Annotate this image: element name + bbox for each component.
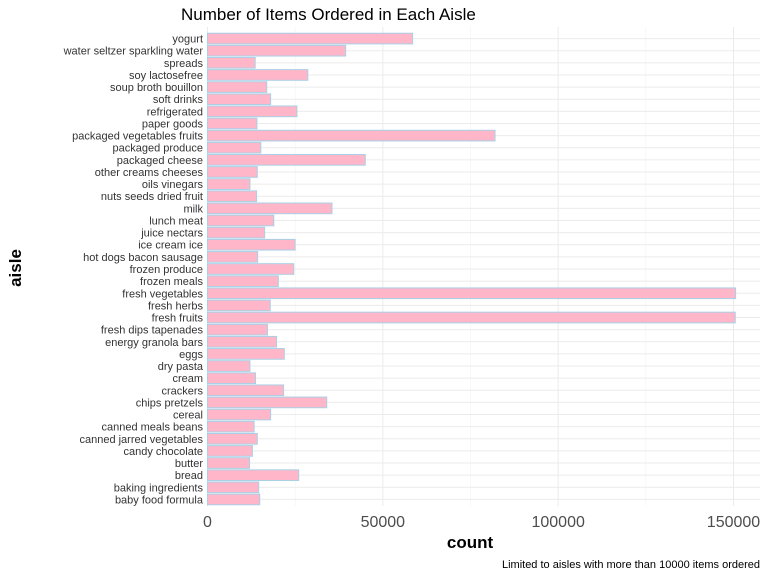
bar-fresh-vegetables [207, 287, 737, 300]
bar-spreads [207, 56, 256, 69]
x-tick-label: 0 [203, 514, 212, 531]
bar-ice-cream-ice [207, 238, 296, 251]
bar-refrigerated [207, 105, 298, 118]
bar-packaged-vegetables-fruits [207, 129, 496, 142]
bar-fresh-herbs [207, 299, 271, 312]
category-label: juice nectars [140, 228, 203, 240]
category-label: canned meals beans [101, 422, 203, 434]
category-label: soup broth bouillon [110, 82, 203, 94]
category-label: fresh dips tapenades [101, 325, 204, 337]
category-label: nuts seeds dried fruit [101, 191, 203, 203]
category-label: fresh vegetables [122, 288, 203, 300]
bar-packaged-produce [207, 141, 262, 154]
category-label: yogurt [172, 34, 203, 46]
chart-caption: Limited to aisles with more than 10000 i… [502, 559, 760, 571]
bar-cereal [207, 408, 272, 421]
bar-juice-nectars [207, 226, 266, 239]
bar-packaged-cheese [207, 154, 366, 166]
bar-nuts-seeds-dried-fruit [207, 190, 258, 203]
category-label: energy granola bars [105, 337, 203, 349]
bar-soft-drinks [207, 93, 272, 106]
category-label: chips pretzels [136, 397, 204, 409]
bar-yogurt [207, 32, 414, 45]
y-axis-title: aisle [6, 249, 25, 287]
category-label: packaged cheese [117, 155, 203, 167]
category-label: water seltzer sparkling water [63, 46, 204, 58]
category-label: ice cream ice [138, 240, 203, 252]
bar-frozen-meals [207, 275, 279, 287]
bar-oils-vinegars [207, 178, 251, 190]
category-label: soy lactosefree [129, 70, 203, 82]
x-axis-title: count [447, 533, 494, 552]
bar-water-seltzer-sparkling-water [207, 44, 347, 57]
bar-fresh-dips-tapenades [207, 323, 268, 336]
category-label: frozen meals [140, 276, 203, 288]
category-label: frozen produce [130, 264, 203, 276]
bar-chips-pretzels [207, 396, 328, 409]
bar-milk [207, 202, 333, 215]
bars [207, 32, 737, 506]
category-label: baby food formula [115, 494, 204, 506]
bar-energy-granola-bars [207, 335, 278, 348]
category-label: fresh fruits [152, 313, 204, 325]
bar-bread [207, 469, 300, 482]
bar-other-creams-cheeses [207, 166, 258, 178]
bar-canned-jarred-vegetables [207, 432, 258, 445]
chart-title: Number of Items Ordered in Each Aisle [181, 5, 476, 24]
category-label: butter [175, 458, 203, 470]
bar-paper-goods [207, 117, 258, 130]
category-label: fresh herbs [148, 300, 204, 312]
bar-eggs [207, 348, 285, 360]
bar-baby-food-formula [207, 493, 261, 506]
bar-lunch-meat [207, 214, 275, 227]
bar-soup-broth-bouillon [207, 81, 268, 93]
bar-frozen-produce [207, 263, 295, 275]
bar-dry-pasta [207, 360, 251, 372]
bar-cream [207, 372, 257, 384]
category-label: candy chocolate [124, 446, 204, 458]
category-label: oils vinegars [142, 179, 204, 191]
category-label: soft drinks [153, 94, 204, 106]
category-label: packaged produce [112, 143, 203, 155]
category-label: bread [175, 470, 203, 482]
category-label: crackers [161, 385, 203, 397]
category-label: paper goods [142, 118, 204, 130]
category-label: lunch meat [149, 215, 203, 227]
bar-canned-meals-beans [207, 420, 255, 433]
x-tick-label: 100000 [531, 514, 584, 531]
category-label: milk [183, 203, 203, 215]
x-tick-label: 50000 [361, 514, 406, 531]
bar-baking-ingredients [207, 481, 260, 494]
bar-butter [207, 457, 251, 469]
category-label: refrigerated [147, 106, 203, 118]
category-label: cereal [173, 410, 203, 422]
x-tick-label: 150000 [707, 514, 760, 531]
category-label: baking ingredients [114, 482, 204, 494]
bar-fresh-fruits [207, 311, 736, 324]
category-label: other creams cheeses [95, 167, 204, 179]
category-label: dry pasta [158, 361, 204, 373]
category-label: eggs [179, 349, 203, 361]
category-label: hot dogs bacon sausage [83, 252, 203, 264]
bar-hot-dogs-bacon-sausage [207, 251, 259, 263]
bar-candy-chocolate [207, 445, 253, 457]
category-label: cream [172, 373, 203, 385]
bar-soy-lactosefree [207, 69, 309, 81]
x-tick-labels: 0 50000 100000 150000 [203, 514, 760, 531]
bar-crackers [207, 384, 285, 397]
category-label: canned jarred vegetables [79, 434, 203, 446]
category-label: spreads [164, 58, 204, 70]
category-label: packaged vegetables fruits [72, 131, 203, 143]
